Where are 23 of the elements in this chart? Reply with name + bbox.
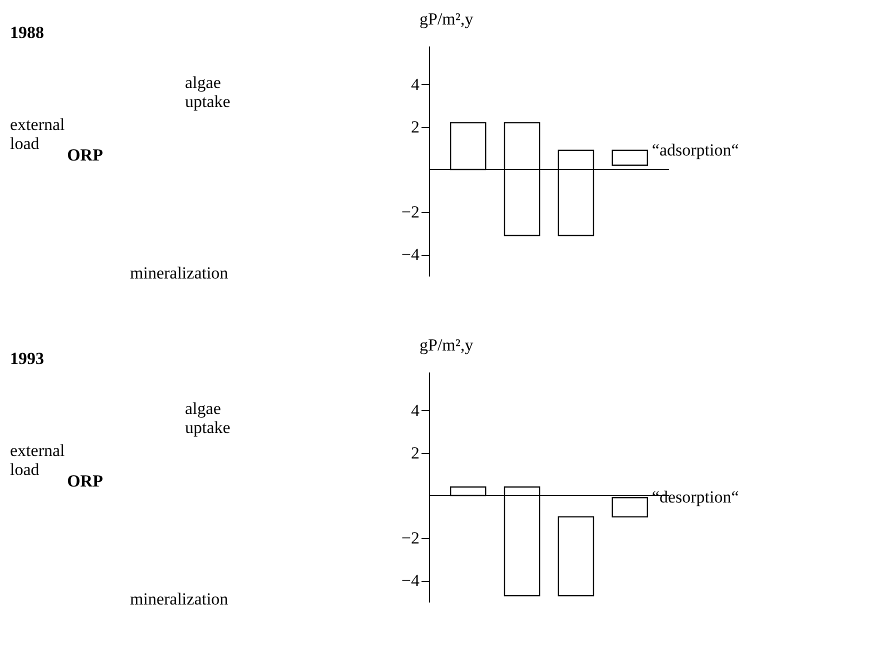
text: ORP (67, 472, 103, 491)
y-tick-label: −2 (401, 528, 420, 548)
text: external load (10, 440, 66, 479)
y-tick-label: 2 (411, 443, 420, 462)
text: mineralization (130, 590, 229, 608)
text: 1988 (10, 23, 44, 42)
text: algae uptake (185, 73, 230, 112)
y-tick-label: −2 (401, 202, 420, 222)
bar (558, 516, 594, 596)
annotation: “desorption“ (652, 488, 739, 507)
y-tick-label: −4 (401, 571, 420, 590)
y-tick-label: 4 (411, 400, 420, 420)
annotation: “adsorption“ (652, 140, 739, 160)
y-tick-label: −4 (401, 245, 420, 264)
text: ORP (67, 146, 103, 165)
text: 1993 (10, 349, 44, 368)
y-axis-title: gP/m²,y (420, 10, 474, 28)
text: external load (10, 114, 66, 153)
y-tick-label: 2 (411, 117, 420, 136)
y-tick-label: 4 (411, 74, 420, 94)
text: algae uptake (185, 399, 230, 438)
y-axis-title: gP/m²,y (420, 336, 474, 354)
text: mineralization (130, 264, 229, 282)
